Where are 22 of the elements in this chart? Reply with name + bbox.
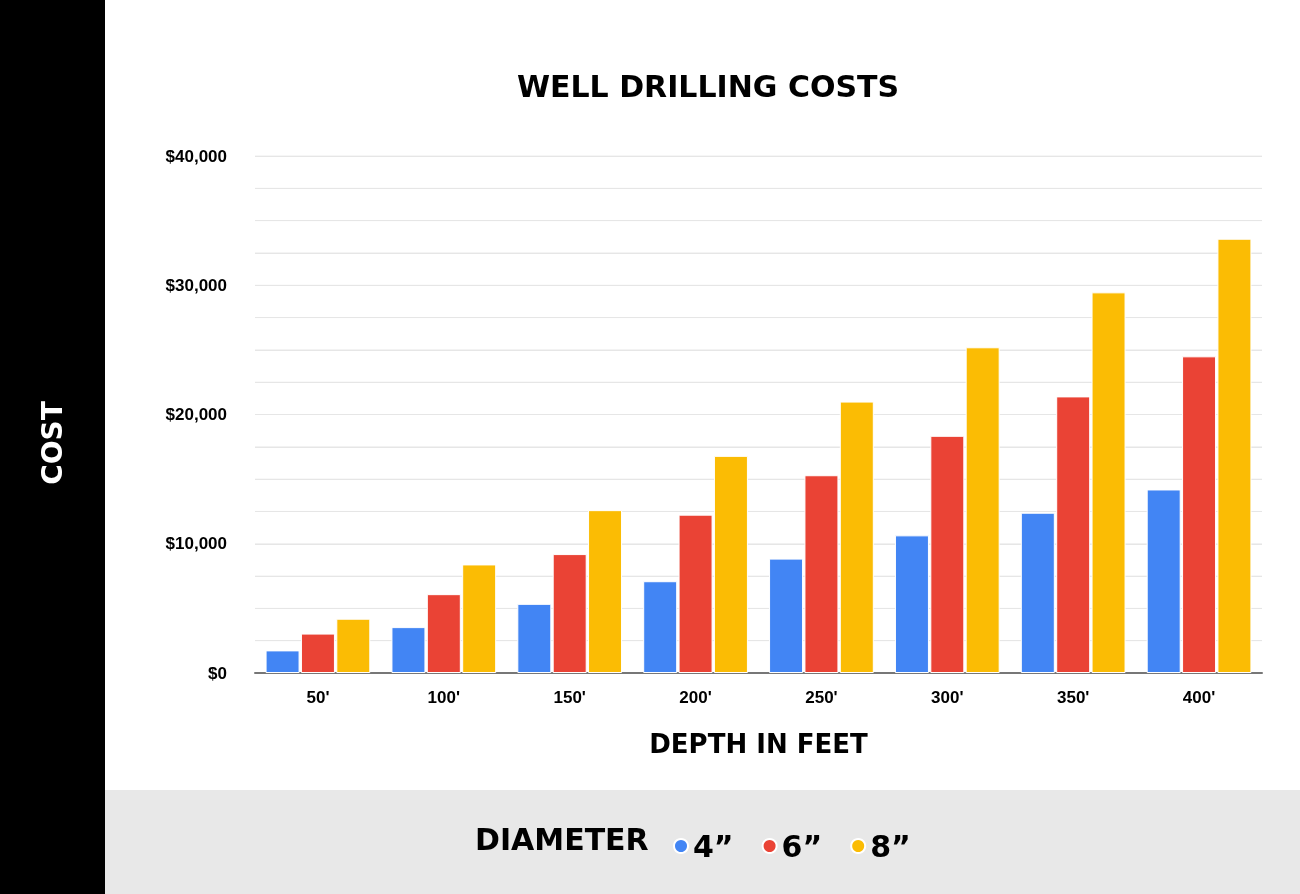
x-tick-label: 350' <box>1056 688 1090 707</box>
legend-label: 4” <box>693 828 734 864</box>
y-axis-title: COST <box>35 401 69 485</box>
y-tick-label: $0 <box>208 663 227 683</box>
y-tick-label: $10,000 <box>165 534 227 554</box>
x-axis-title: DEPTH IN FEET <box>649 729 868 759</box>
x-tick-label: 200' <box>679 688 712 707</box>
legend-title: DIAMETER <box>475 821 649 857</box>
legend-label: 6” <box>781 828 823 864</box>
y-tick-label: $20,000 <box>165 405 227 424</box>
x-tick-label: 100' <box>427 688 461 707</box>
x-tick-label: 150' <box>553 688 586 707</box>
y-tick-label: $30,000 <box>165 275 227 295</box>
x-tick-label: 400' <box>1182 688 1216 707</box>
x-tick-label: 250' <box>805 688 838 707</box>
legend-label: 8” <box>870 828 911 864</box>
x-tick-label: 300' <box>931 688 964 707</box>
y-tick-label: $40,000 <box>165 146 227 166</box>
x-tick-label: 50' <box>306 688 330 707</box>
chart-title: WELL DRILLING COSTS <box>516 68 900 104</box>
bar <box>517 603 552 673</box>
bar <box>965 347 1000 673</box>
